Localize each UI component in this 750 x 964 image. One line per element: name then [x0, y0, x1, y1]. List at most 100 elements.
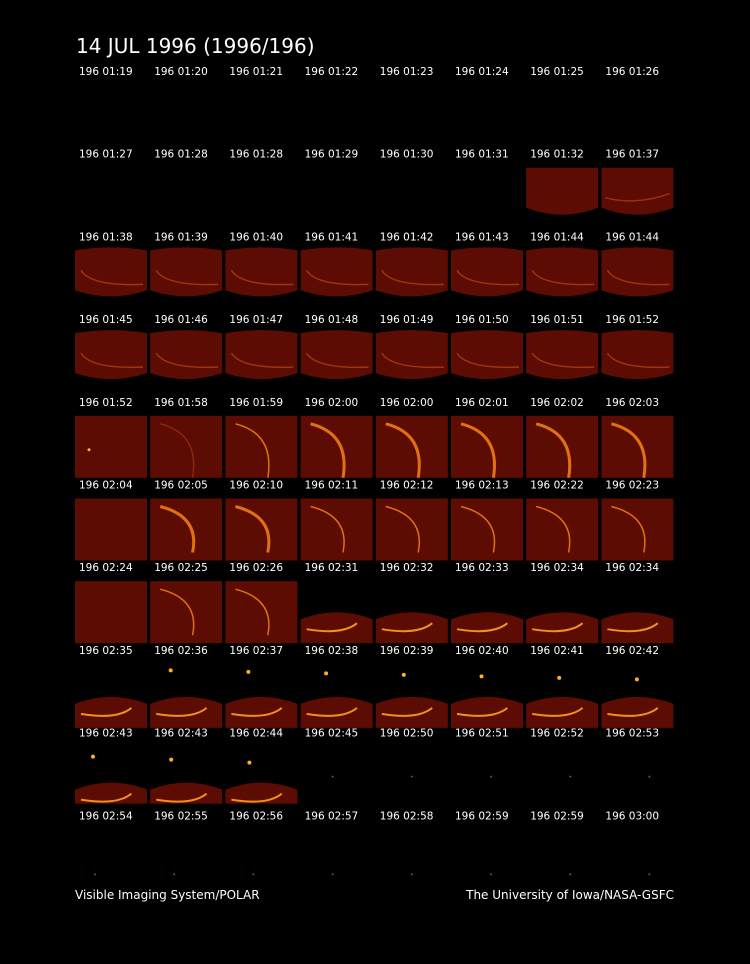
image-frame — [451, 696, 523, 728]
aurora-arc — [381, 269, 444, 286]
image-frame — [601, 247, 674, 297]
aurora-image — [225, 498, 298, 561]
aurora-image — [75, 330, 147, 380]
timestamp-label: 196 02:53 — [605, 728, 659, 740]
aurora-image — [526, 415, 599, 479]
faint-spot — [410, 775, 413, 778]
aurora-image — [648, 873, 651, 876]
aurora-image — [375, 612, 448, 644]
timestamp-label: 196 01:59 — [229, 397, 283, 409]
aurora-image — [526, 167, 599, 215]
timestamp-label: 196 02:34 — [530, 562, 584, 574]
aurora-image — [225, 415, 298, 478]
aurora-arc — [605, 192, 670, 202]
aurora-image — [375, 330, 448, 380]
timestamp-label: 196 01:58 — [154, 397, 208, 409]
aurora-arc — [385, 422, 421, 479]
faint-spot — [94, 873, 96, 876]
aurora-image — [601, 498, 674, 561]
aurora-arc — [231, 707, 283, 717]
image-frame — [75, 330, 147, 380]
aurora-arc — [156, 707, 208, 717]
aurora-arc — [456, 269, 520, 286]
timestamp-label: 196 01:32 — [530, 149, 584, 161]
aurora-arc — [381, 707, 433, 717]
timestamp-label: 196 01:28 — [229, 149, 283, 161]
aurora-image — [150, 330, 223, 380]
image-frame — [375, 696, 448, 728]
image-frame — [601, 612, 674, 644]
timestamp-label: 196 02:01 — [455, 397, 509, 409]
timestamp-label: 196 02:34 — [605, 562, 659, 574]
footer-left: Visible Imaging System/POLAR — [75, 888, 260, 902]
image-frame — [451, 247, 523, 297]
image-frame — [225, 696, 298, 728]
aurora-arc — [381, 622, 433, 633]
aurora-image — [150, 757, 223, 804]
image-frame — [300, 612, 373, 644]
image-frame — [451, 415, 523, 478]
aurora-image — [300, 498, 373, 561]
aurora-arc — [456, 707, 509, 717]
page-title: 14 JUL 1996 (1996/196) — [76, 34, 315, 58]
timestamp-label: 196 01:19 — [79, 66, 133, 78]
timestamp-label: 196 01:44 — [605, 231, 659, 243]
aurora-image — [225, 581, 298, 644]
bright-spot — [168, 668, 173, 673]
aurora-image — [451, 415, 523, 479]
timestamp-label: 196 01:30 — [380, 149, 434, 161]
aurora-image — [225, 760, 298, 804]
timestamp-label: 196 02:42 — [605, 645, 659, 657]
aurora-arc — [305, 269, 369, 286]
timestamp-label: 196 01:44 — [530, 231, 584, 243]
aurora-arc — [385, 505, 420, 553]
faint-spot — [490, 873, 492, 876]
aurora-image — [526, 330, 599, 380]
aurora-arc — [607, 622, 659, 633]
timestamp-label: 196 01:23 — [380, 66, 434, 78]
image-frame — [601, 167, 674, 215]
image-frame — [526, 167, 599, 215]
timestamp-label: 196 02:32 — [380, 562, 434, 574]
image-frame — [225, 581, 298, 644]
timestamp-label: 196 02:44 — [229, 728, 283, 740]
image-frame — [526, 498, 599, 561]
aurora-image — [601, 677, 674, 728]
aurora-image — [410, 873, 413, 876]
timestamp-label: 196 01:31 — [455, 149, 509, 161]
timestamp-label: 196 02:56 — [229, 810, 283, 822]
aurora-image — [601, 612, 674, 644]
timestamp-label: 196 02:33 — [455, 562, 509, 574]
aurora-arc — [306, 707, 358, 717]
aurora-arc — [159, 505, 196, 553]
aurora-image — [94, 873, 96, 876]
timestamp-label: 196 01:38 — [79, 231, 133, 243]
aurora-arc — [156, 792, 208, 803]
image-frame — [300, 247, 373, 297]
aurora-image — [300, 671, 373, 728]
timestamp-label: 196 01:46 — [154, 314, 208, 326]
timestamp-label: 196 02:39 — [380, 645, 434, 657]
aurora-arc — [231, 792, 283, 803]
aurora-image — [225, 330, 298, 380]
aurora-arc — [611, 505, 646, 553]
aurora-arc — [80, 352, 144, 369]
timestamp-label: 196 01:26 — [605, 66, 659, 78]
aurora-image — [150, 498, 223, 561]
timestamp-label: 196 02:03 — [605, 397, 659, 409]
image-frame — [150, 330, 223, 380]
timestamp-label: 196 01:37 — [605, 149, 659, 161]
image-frame — [300, 696, 373, 728]
aurora-image — [601, 167, 674, 215]
aurora-arc — [532, 707, 584, 717]
aurora-image — [375, 672, 448, 728]
faint-spot — [331, 873, 334, 876]
timestamp-label: 196 02:55 — [154, 810, 208, 822]
bright-spot — [87, 448, 91, 452]
timestamp-label: 196 01:40 — [229, 231, 283, 243]
timestamp-label: 196 01:27 — [79, 149, 133, 161]
aurora-image — [75, 754, 147, 804]
timestamp-label: 196 02:38 — [305, 645, 359, 657]
timestamp-label: 196 01:29 — [305, 149, 359, 161]
timestamp-label: 196 01:28 — [154, 149, 208, 161]
